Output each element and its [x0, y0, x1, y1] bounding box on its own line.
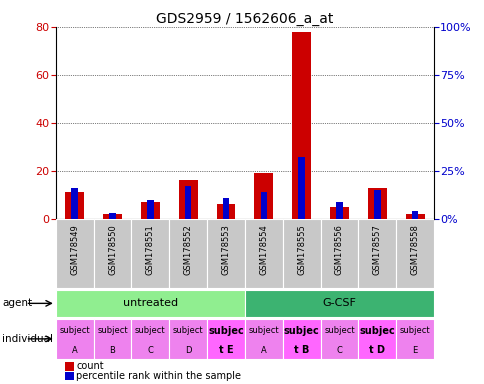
Bar — [298, 157, 304, 219]
Bar — [291, 31, 311, 219]
Bar — [56, 319, 93, 359]
Text: B: B — [109, 346, 115, 355]
Text: subjec: subjec — [283, 326, 319, 336]
Text: subject: subject — [323, 326, 354, 335]
Text: subject: subject — [172, 326, 203, 335]
Text: subjec: subjec — [208, 326, 243, 336]
Text: subjec: subjec — [359, 326, 394, 336]
Text: subject: subject — [399, 326, 430, 335]
Bar — [71, 188, 78, 219]
Bar — [373, 190, 380, 219]
Bar — [320, 219, 358, 288]
Bar — [320, 319, 358, 359]
Bar — [56, 290, 244, 317]
Text: D: D — [184, 346, 191, 355]
Bar — [216, 204, 235, 219]
Bar — [330, 207, 348, 219]
Text: A: A — [72, 346, 77, 355]
Bar — [131, 219, 169, 288]
Bar — [335, 202, 342, 219]
Text: GSM178554: GSM178554 — [259, 224, 268, 275]
Bar — [358, 219, 395, 288]
Text: t B: t B — [293, 345, 309, 355]
Bar — [395, 319, 433, 359]
Text: C: C — [336, 346, 342, 355]
Text: GSM178552: GSM178552 — [183, 224, 192, 275]
Text: GSM178558: GSM178558 — [410, 224, 419, 275]
Text: subject: subject — [135, 326, 166, 335]
Text: GSM178550: GSM178550 — [108, 224, 117, 275]
Text: GSM178553: GSM178553 — [221, 224, 230, 275]
Bar — [93, 219, 131, 288]
Bar — [169, 219, 207, 288]
Bar — [93, 319, 131, 359]
Bar — [244, 319, 282, 359]
Bar — [169, 319, 207, 359]
Bar — [207, 319, 244, 359]
Bar — [178, 180, 197, 219]
Title: GDS2959 / 1562606_a_at: GDS2959 / 1562606_a_at — [156, 12, 333, 26]
Bar — [405, 214, 424, 219]
Bar — [184, 186, 191, 219]
Bar — [244, 290, 433, 317]
Text: GSM178555: GSM178555 — [297, 224, 305, 275]
Bar — [282, 319, 320, 359]
Bar — [103, 214, 122, 219]
Bar — [260, 192, 267, 219]
Text: GSM178549: GSM178549 — [70, 224, 79, 275]
Bar — [140, 202, 159, 219]
Text: subject: subject — [97, 326, 128, 335]
Text: count: count — [76, 361, 104, 371]
Bar — [358, 319, 395, 359]
Text: A: A — [260, 346, 266, 355]
Bar — [65, 192, 84, 219]
Text: untreated: untreated — [122, 298, 178, 308]
Bar — [254, 173, 273, 219]
Text: GSM178556: GSM178556 — [334, 224, 343, 275]
Text: GSM178557: GSM178557 — [372, 224, 381, 275]
Bar — [207, 219, 244, 288]
Text: subject: subject — [248, 326, 279, 335]
Text: C: C — [147, 346, 153, 355]
Text: individual: individual — [2, 334, 53, 344]
Bar — [367, 188, 386, 219]
Bar — [131, 319, 169, 359]
Text: E: E — [412, 346, 417, 355]
Text: G-CSF: G-CSF — [322, 298, 356, 308]
Bar — [222, 198, 229, 219]
Text: GSM178551: GSM178551 — [146, 224, 154, 275]
Text: agent: agent — [2, 298, 32, 308]
Text: t D: t D — [369, 345, 384, 355]
Bar — [56, 219, 93, 288]
Text: percentile rank within the sample: percentile rank within the sample — [76, 371, 241, 381]
Bar — [411, 211, 418, 219]
Bar — [147, 200, 153, 219]
Bar — [244, 219, 282, 288]
Bar — [109, 213, 116, 219]
Bar — [282, 219, 320, 288]
Text: t E: t E — [218, 345, 233, 355]
Bar — [395, 219, 433, 288]
Text: subject: subject — [59, 326, 90, 335]
